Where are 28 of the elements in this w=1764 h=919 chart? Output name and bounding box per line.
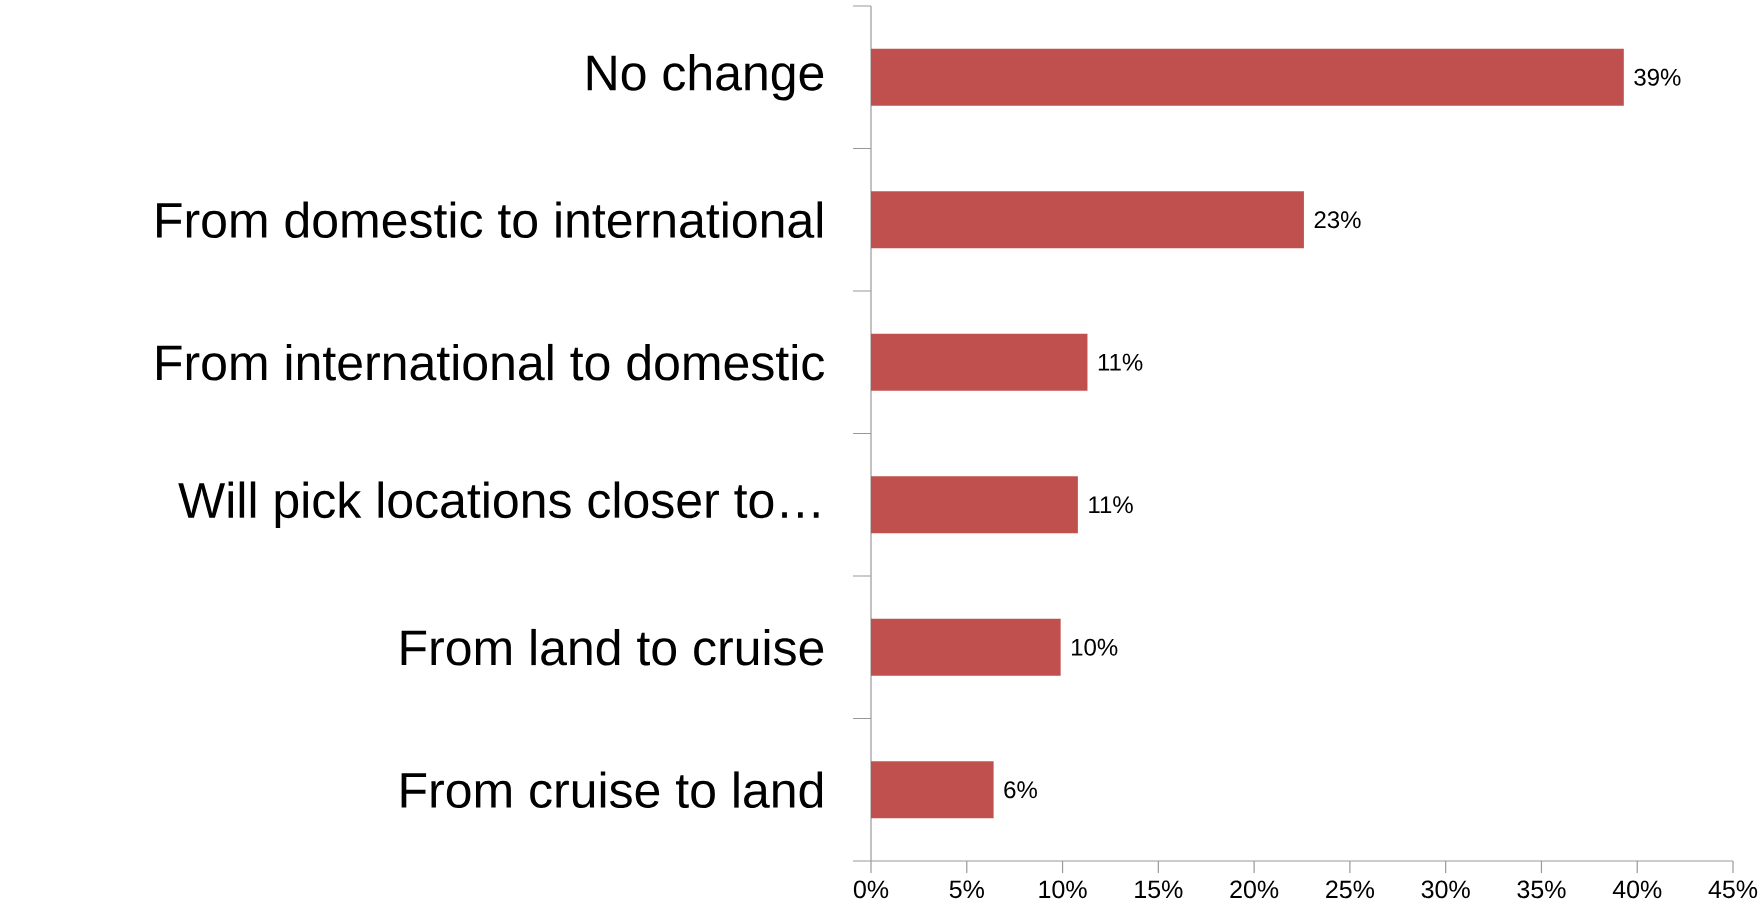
x-tick-label: 20% xyxy=(1230,880,1279,899)
bar xyxy=(871,333,1088,391)
bar xyxy=(871,191,1304,249)
bar xyxy=(871,48,1624,106)
data-label: 6% xyxy=(1004,781,1037,799)
y-tick-label: From land to cruise xyxy=(401,628,824,666)
data-label: 39% xyxy=(1634,68,1681,86)
bar xyxy=(871,476,1078,534)
y-tick-label: No change xyxy=(587,53,824,101)
data-label: 11% xyxy=(1089,496,1133,514)
y-tick-label: Will pick locations closer to… xyxy=(178,481,819,529)
bar xyxy=(871,761,994,819)
data-label: 10% xyxy=(1072,638,1118,656)
y-tick-label: From domestic to international xyxy=(157,201,823,239)
x-tick-label: 0% xyxy=(853,880,889,899)
x-tick-label: 5% xyxy=(949,880,984,899)
x-tick-label: 15% xyxy=(1135,880,1183,899)
x-tick-label: 40% xyxy=(1612,880,1662,899)
y-tick-label: From international to domestic xyxy=(157,343,825,381)
x-tick-label: 30% xyxy=(1421,880,1470,899)
bar xyxy=(871,618,1061,676)
x-tick-label: 35% xyxy=(1517,880,1566,899)
x-tick-label: 10% xyxy=(1039,880,1087,899)
x-tick-label: 25% xyxy=(1326,880,1375,899)
data-label: 11% xyxy=(1098,353,1143,371)
data-label: 23% xyxy=(1314,211,1361,229)
x-tick-label: 45% xyxy=(1708,880,1758,899)
y-tick-label: From cruise to land xyxy=(401,771,823,809)
